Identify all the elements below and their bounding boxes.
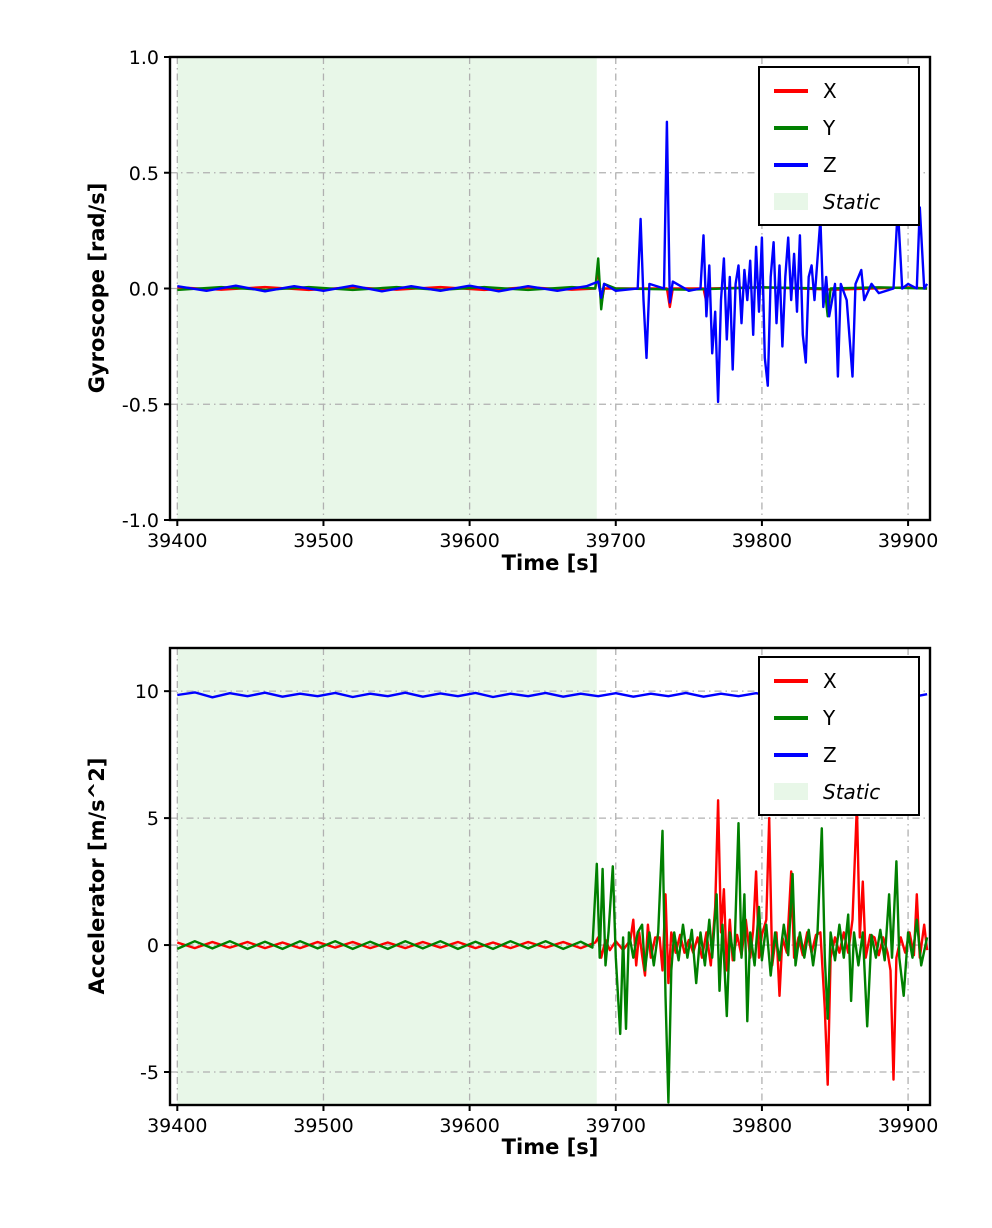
accelerator-y-axis-label: Accelerator [m/s^2] [85, 757, 109, 995]
axis-ticks [164, 690, 910, 1111]
legend-line-swatch [774, 162, 808, 167]
legend-entry-static: Static [774, 183, 904, 220]
x-tick-label: 39800 [732, 1115, 792, 1137]
legend-label: Z [823, 742, 837, 767]
y-tick-label: 1.0 [129, 47, 159, 69]
accelerator-chart: 39400 39500 39600 39700 39800 39900 -5 0 5 10 Acc… [0, 618, 992, 1228]
legend-entry-y: Y [774, 699, 904, 736]
axis-ticks [164, 56, 910, 526]
gyroscope-legend: X Y Z Static [758, 66, 920, 226]
legend-entry-x: X [774, 662, 904, 699]
legend-entry-static: Static [774, 773, 904, 810]
legend-entry-z: Z [774, 146, 904, 183]
legend-label: Static [823, 779, 881, 804]
legend-patch-swatch [774, 193, 808, 210]
x-tick-label: 39500 [293, 1115, 353, 1137]
series-z-line [177, 120, 929, 404]
series-y-line [176, 821, 929, 1104]
x-tick-label: 39600 [439, 1115, 499, 1137]
x-tick-label: 39900 [878, 1115, 938, 1137]
gyroscope-y-axis-label: Gyroscope [rad/s] [85, 182, 109, 394]
legend-label: Y [823, 705, 836, 730]
y-tick-label: 0 [147, 935, 159, 957]
legend-label: Y [823, 115, 836, 140]
y-tick-label: -0.5 [122, 394, 159, 416]
x-tick-label: 39800 [732, 530, 792, 552]
legend-entry-y: Y [774, 109, 904, 146]
legend-line-swatch [774, 752, 808, 757]
x-tick-label: 39500 [293, 530, 353, 552]
gyroscope-x-axis-label: Time [s] [501, 551, 599, 575]
legend-line-swatch [774, 88, 808, 93]
x-tick-label: 39400 [147, 1115, 207, 1137]
legend-entry-x: X [774, 72, 904, 109]
y-tick-label: -1.0 [122, 510, 159, 532]
tick-labels: 39400 39500 39600 39700 39800 39900 -5 0 5 10 [135, 681, 938, 1137]
x-tick-label: 39400 [147, 530, 207, 552]
accelerator-legend: X Y Z Static [758, 656, 920, 816]
tick-labels: 39400 39500 39600 39700 39800 39900 -1.0 -0.5 0.… [122, 47, 938, 552]
y-tick-label: -5 [140, 1062, 159, 1084]
static-region [177, 648, 597, 1105]
x-tick-label: 39900 [878, 530, 938, 552]
legend-line-swatch [774, 125, 808, 130]
legend-line-swatch [774, 715, 808, 720]
gyroscope-plot-canvas: 39400 39500 39600 39700 39800 39900 -1.0 -0.5 0.… [122, 47, 938, 552]
accelerator-x-axis-label: Time [s] [501, 1135, 599, 1159]
legend-label: Z [823, 152, 837, 177]
legend-line-swatch [774, 678, 808, 683]
x-tick-label: 39700 [586, 1115, 646, 1137]
y-tick-label: 5 [147, 808, 159, 830]
legend-label: X [823, 78, 837, 103]
gyroscope-chart: 39400 39500 39600 39700 39800 39900 -1.0 -0.5 0.… [85, 47, 938, 575]
legend-patch-swatch [774, 783, 808, 800]
legend-label: Static [823, 189, 881, 214]
legend-entry-z: Z [774, 736, 904, 773]
plot-frame [168, 646, 932, 1107]
x-tick-label: 39700 [586, 530, 646, 552]
y-tick-label: 10 [135, 681, 159, 703]
accelerator-plot-canvas: 39400 39500 39600 39700 39800 39900 -5 0 5 10 [135, 646, 938, 1137]
y-tick-label: 0.5 [129, 163, 159, 185]
legend-label: X [823, 668, 837, 693]
x-tick-label: 39600 [439, 530, 499, 552]
y-tick-label: 0.0 [129, 279, 159, 301]
